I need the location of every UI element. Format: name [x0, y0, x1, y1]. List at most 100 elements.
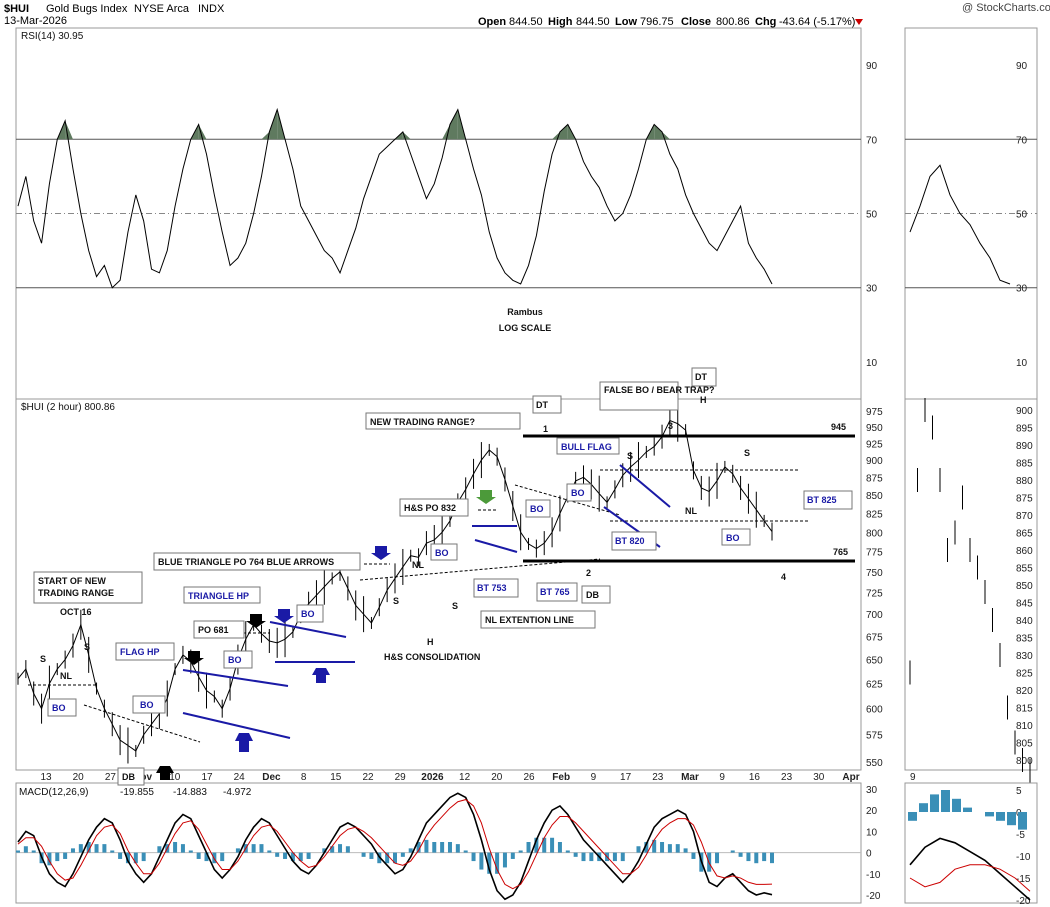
price-tick-label: 825: [866, 509, 883, 520]
ann-false-bo: FALSE BO / BEAR TRAP?: [604, 385, 715, 395]
x-axis-label: 10: [169, 772, 181, 783]
rsi-side-tick-label: 30: [1016, 284, 1028, 295]
ann-s-mid-left: S: [393, 596, 399, 606]
side-macd-bar: [985, 812, 994, 817]
side-price-tick-label: 820: [1016, 686, 1033, 697]
side-price-tick-label: 895: [1016, 424, 1033, 435]
rsi-tick-label: 10: [866, 358, 878, 369]
x-axis-label: Mar: [681, 772, 699, 783]
macd-tick-label: 30: [866, 785, 878, 796]
macd-side-frame: [904, 782, 1038, 904]
bo-box-left: [47, 698, 77, 717]
high-value: 844.50: [576, 16, 610, 28]
side-signal-line: [909, 864, 1031, 892]
ann-1: 1: [543, 424, 548, 434]
triangle-upper-line: [269, 621, 347, 638]
blue-up-arrow-icon: [235, 733, 253, 752]
rsi-tick-label: 90: [866, 61, 878, 72]
price-tick-label: 975: [866, 407, 883, 418]
price-tick-label: 900: [866, 456, 883, 467]
side-price-tick-label: 855: [1016, 564, 1033, 575]
macd-grid: -20 -10 0 10 20 30: [16, 785, 881, 902]
x-axis-label: 8: [301, 772, 307, 783]
side-price-tick-label: 860: [1016, 546, 1033, 557]
side-price-tick-label: 840: [1016, 616, 1033, 627]
macd-tick-label: 0: [866, 849, 872, 860]
ann-bo-feb: BO: [571, 488, 585, 498]
side-rsi-line: [909, 164, 1011, 285]
x-axis-label: 20: [73, 772, 85, 783]
x-axis-label: 15: [330, 772, 342, 783]
side-macd-bar: [1018, 812, 1027, 830]
dt-box-right: [691, 367, 717, 387]
ann-bo-flag: BO: [140, 700, 154, 710]
price-tick-label: 725: [866, 589, 883, 600]
ann-bo-jan: BO: [530, 504, 544, 514]
side-price-tick-label: 810: [1016, 721, 1033, 732]
price-tick-label: 925: [866, 439, 883, 450]
ann-start-range-line: START OF NEW: [38, 576, 106, 586]
side-price-tick-label: 850: [1016, 581, 1033, 592]
flag-top-dashed: [83, 704, 201, 743]
x-axis-label: 9: [719, 772, 725, 783]
ann-nl-extension: NL EXTENTION LINE: [485, 615, 574, 625]
price-tick-label: 700: [866, 610, 883, 621]
bo-box-jan: [525, 499, 551, 518]
exchange: NYSE Arca: [134, 3, 190, 15]
side-macd-bar: [908, 812, 917, 821]
ann-h-mid: H: [427, 637, 434, 647]
ann-start-range-line: TRADING RANGE: [38, 588, 114, 598]
rsi-overbought-fill: [654, 124, 663, 140]
ann-nl-left: NL: [60, 671, 72, 681]
arrows: [156, 490, 496, 780]
side-price-tick-label: 830: [1016, 651, 1033, 662]
bt820-box: [611, 531, 657, 551]
down-arrow-icon: [855, 19, 863, 25]
price-tick-label: 650: [866, 656, 883, 667]
price-tick-label: 800: [866, 528, 883, 539]
rsi-overbought-fill: [198, 124, 207, 140]
bo-box-dec: [430, 543, 458, 561]
side-macd-bar: [952, 798, 961, 812]
x-axis-label: Apr: [842, 772, 859, 783]
side-macd-line: [909, 837, 1031, 901]
x-axis-label: 13: [40, 772, 52, 783]
side-x-axis-label: 9: [910, 772, 916, 783]
x-axis-label: 2026: [421, 772, 444, 783]
ann-bt765: BT 765: [540, 587, 570, 597]
ann-h-right: H: [700, 395, 707, 405]
bull-flag-upper: [619, 464, 671, 508]
x-axis-label: 24: [234, 772, 246, 783]
signal-value: -14.883: [173, 787, 207, 798]
blue-down-arrow-icon: [371, 546, 391, 560]
ann-dt-right: DT: [695, 372, 707, 382]
chart-header: $HUI Gold Bugs Index NYSE Arca INDX 13-M…: [4, 2, 1050, 28]
ann-hs-po: H&S PO 832: [404, 503, 456, 513]
side-macd-tick-label: -5: [1016, 830, 1025, 841]
green-down-arrow-icon: [476, 490, 496, 504]
instrument-type: INDX: [198, 3, 225, 15]
macd-panel-frame: [15, 782, 862, 904]
bo-box-flag: [132, 695, 166, 714]
open-value: 844.50: [509, 16, 543, 28]
side-macd-bar: [941, 790, 950, 812]
ann-db-feb: DB: [586, 590, 599, 600]
side-price-tick-label: 890: [1016, 441, 1033, 452]
rsi-side-tick-label: 90: [1016, 61, 1028, 72]
panel-titles: RSI(14) 30.95 $HUI (2 hour) 800.86 MACD(…: [19, 31, 252, 798]
side-macd-tick-label: 5: [1016, 786, 1022, 797]
rsi-overbought-fill: [261, 131, 270, 140]
x-axis-label: 17: [201, 772, 213, 783]
side-price-tick-label: 825: [1016, 669, 1033, 680]
ann-po681: PO 681: [198, 625, 229, 635]
log-scale-label: LOG SCALE: [499, 323, 552, 333]
ann-s-mid-right: S: [452, 601, 458, 611]
price-line: [17, 419, 773, 752]
rsi-side-tick-label: 10: [1016, 358, 1028, 369]
x-axis-label: 29: [395, 772, 407, 783]
x-axis-label: 23: [781, 772, 793, 783]
ann-bo-left: BO: [52, 703, 66, 713]
side-price-tick-label: 800: [1016, 756, 1033, 767]
bo-box-oct: [223, 650, 253, 669]
